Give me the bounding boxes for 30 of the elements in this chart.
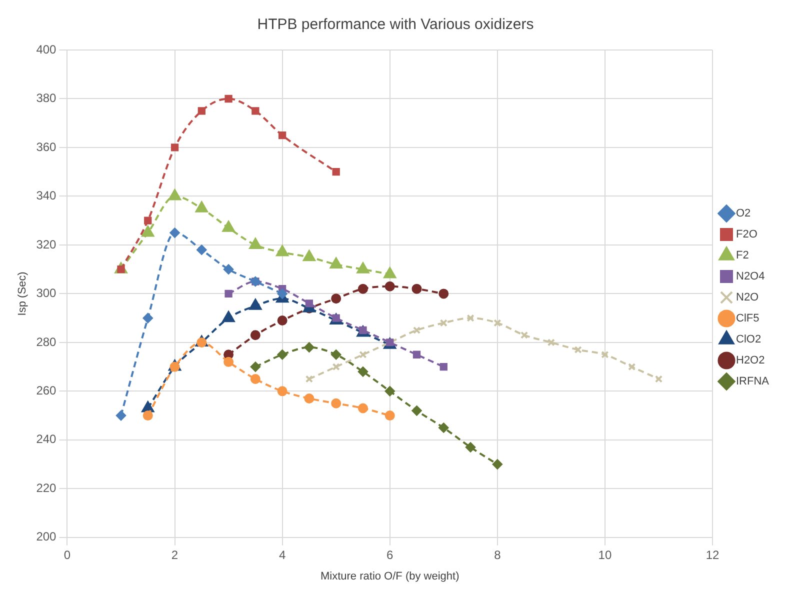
- y-tick-label: 400: [36, 42, 57, 56]
- y-tick-label: 260: [36, 383, 57, 398]
- y-tick-label: 320: [36, 237, 57, 252]
- x-axis-title: Mixture ratio O/F (by weight): [320, 570, 460, 582]
- x-tick-label: 4: [278, 548, 286, 562]
- y-tick-label: 220: [36, 480, 57, 495]
- legend-label: ClO2: [736, 334, 762, 346]
- x-tick-label: 12: [706, 548, 720, 562]
- legend-label: ClF5: [736, 312, 760, 325]
- y-tick-label: 380: [36, 91, 57, 106]
- y-tick-label: 280: [36, 334, 57, 349]
- y-tick-label: 200: [36, 530, 57, 544]
- legend-label: H2O2: [736, 354, 765, 367]
- legend-label: N2O4: [736, 270, 765, 283]
- x-tick-label: 2: [171, 548, 178, 562]
- y-tick-label: 340: [36, 188, 57, 203]
- y-tick-label: 240: [36, 432, 57, 446]
- y-axis-title: Isp (Sec): [16, 272, 29, 316]
- x-tick-label: 8: [494, 548, 502, 562]
- x-tick-label: 6: [386, 548, 394, 562]
- legend-label: N2O: [736, 292, 760, 304]
- x-tick-label: 10: [598, 548, 612, 562]
- legend-label: F2O: [736, 228, 758, 241]
- legend-label: IRFNA: [736, 376, 770, 388]
- y-tick-label: 300: [36, 286, 57, 300]
- x-tick-label: 0: [64, 548, 71, 562]
- y-tick-label: 360: [36, 140, 57, 154]
- legend-label: F2: [736, 250, 749, 262]
- chart-title: HTPB performance with Various oxidizers: [257, 16, 534, 34]
- legend-label: O2: [736, 208, 751, 220]
